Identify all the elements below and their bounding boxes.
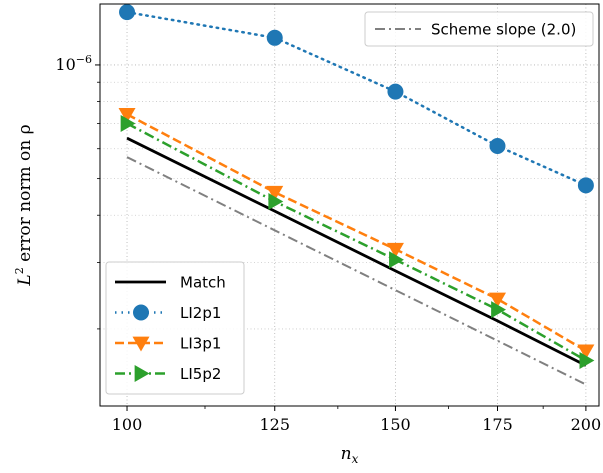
x-tick-label: 100 bbox=[112, 415, 143, 434]
reference-layer bbox=[126, 156, 587, 386]
data-point bbox=[266, 29, 283, 46]
legend-series: Match LI2p1 LI3p1 LI5p2 bbox=[105, 261, 245, 395]
x-axis-label: nx bbox=[341, 444, 359, 466]
data-point bbox=[488, 292, 506, 308]
data-point bbox=[386, 242, 404, 258]
legend-label: LI3p1 bbox=[180, 335, 221, 353]
data-point bbox=[266, 185, 284, 201]
data-point bbox=[118, 107, 136, 123]
data-point bbox=[579, 351, 595, 369]
x-tick-label: 150 bbox=[380, 415, 411, 434]
x-tick-label: 125 bbox=[259, 415, 290, 434]
series-li5p2 bbox=[120, 114, 595, 369]
data-point bbox=[268, 192, 284, 210]
series-line bbox=[126, 136, 587, 367]
data-point bbox=[119, 4, 136, 21]
data-point bbox=[120, 114, 136, 132]
legend-label: LI5p2 bbox=[180, 365, 221, 383]
reference-slope-line bbox=[126, 156, 587, 386]
x-tick-label: 175 bbox=[482, 415, 513, 434]
tick-layer: 100 125 150 175 200 10−6 bbox=[55, 53, 601, 434]
data-point bbox=[389, 251, 404, 269]
series-layer bbox=[118, 4, 595, 369]
series-li3p1 bbox=[118, 107, 595, 360]
legend-swatch-marker bbox=[134, 365, 150, 382]
grid-layer bbox=[100, 4, 599, 406]
legend-label: Scheme slope (2.0) bbox=[431, 21, 576, 39]
legend-label: LI2p1 bbox=[180, 304, 221, 322]
data-point bbox=[577, 344, 595, 360]
legend-label: Match bbox=[180, 274, 226, 292]
legend-swatch-marker bbox=[132, 336, 150, 352]
legend-frame bbox=[364, 11, 594, 47]
data-point bbox=[577, 177, 594, 194]
series-match bbox=[126, 136, 587, 367]
x-tick-label: 200 bbox=[571, 415, 602, 434]
legend-frame bbox=[105, 261, 245, 395]
plot-frame bbox=[99, 3, 600, 407]
data-point bbox=[491, 301, 506, 319]
legend-reference: Scheme slope (2.0) bbox=[364, 11, 594, 47]
data-point bbox=[387, 83, 404, 100]
y-tick-label: 10−6 bbox=[55, 53, 92, 74]
y-axis-label: L2 error norm on ρ bbox=[13, 124, 35, 286]
series-li2p1 bbox=[119, 4, 594, 194]
legend-swatch-marker bbox=[133, 304, 149, 321]
data-point bbox=[489, 138, 506, 155]
